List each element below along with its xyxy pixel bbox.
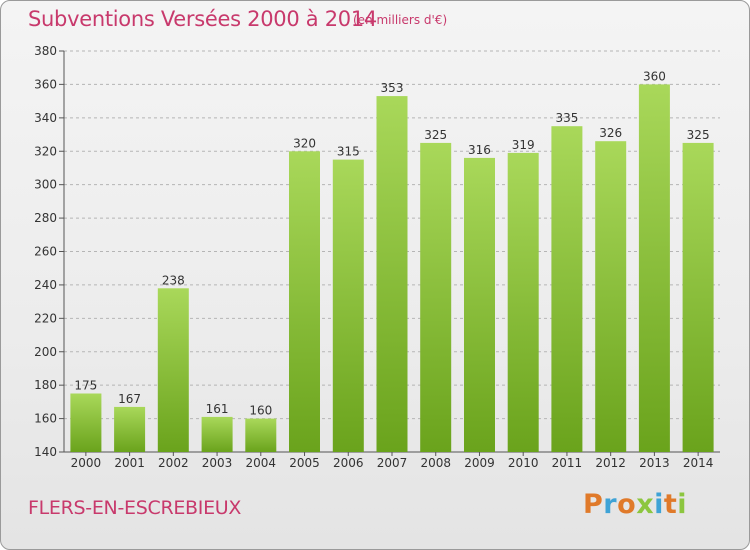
logo-letter: o — [617, 489, 637, 520]
commune-name: FLERS-EN-ESCREBIEUX — [28, 497, 242, 519]
y-tick-label: 200 — [34, 345, 57, 359]
logo-letter: i — [654, 489, 664, 520]
y-tick-label: 260 — [34, 245, 57, 259]
y-tick-label: 160 — [34, 412, 57, 426]
data-label: 160 — [249, 404, 272, 418]
chart-title: Subventions Versées 2000 à 2014 — [28, 7, 377, 31]
data-label: 316 — [468, 143, 491, 157]
data-label: 175 — [74, 379, 97, 393]
logo-letter: i — [677, 489, 688, 520]
data-label: 325 — [687, 128, 710, 142]
x-tick-label: 2007 — [377, 456, 408, 470]
bar-chart: 140 160 180 200 220 240 260 280 300 320 340 360 380 1… — [34, 44, 720, 470]
data-label: 319 — [512, 138, 535, 152]
bar-2014 — [682, 142, 714, 452]
bar-2010 — [507, 152, 539, 452]
bar-2001 — [114, 406, 146, 452]
proxiti-logo: Proxiti — [583, 489, 687, 523]
logo-letter: x — [636, 489, 655, 520]
x-tick-label: 2004 — [246, 456, 277, 470]
y-tick-label: 220 — [34, 311, 57, 325]
x-tick-label: 2008 — [420, 456, 451, 470]
y-tick-label: 140 — [34, 445, 57, 459]
bar-2003 — [201, 416, 233, 452]
bar-2011 — [551, 126, 583, 452]
y-tick-label: 380 — [34, 44, 57, 58]
x-tick-label: 2011 — [552, 456, 583, 470]
y-tick-label: 180 — [34, 378, 57, 392]
data-label: 326 — [599, 126, 622, 140]
logo-letter: t — [663, 489, 678, 520]
x-tick-label: 2013 — [639, 456, 670, 470]
x-tick-label: 2010 — [508, 456, 539, 470]
y-tick-label: 280 — [34, 211, 57, 225]
x-tick-label: 2002 — [158, 456, 189, 470]
x-tick-label: 2003 — [202, 456, 233, 470]
data-label: 167 — [118, 392, 141, 406]
bar-2007 — [376, 96, 408, 452]
x-tick-label: 2005 — [289, 456, 320, 470]
y-tick-label: 300 — [34, 178, 57, 192]
bar-2008 — [420, 142, 452, 452]
bar-2013 — [638, 84, 670, 453]
x-tick-label: 2012 — [595, 456, 626, 470]
logo-letter: r — [603, 489, 618, 520]
data-label: 161 — [206, 402, 229, 416]
data-label: 360 — [643, 69, 666, 83]
data-label: 335 — [555, 111, 578, 125]
chart-unit: (en milliers d'€) — [353, 13, 448, 27]
bar-2000 — [70, 393, 102, 452]
data-label: 238 — [162, 273, 185, 287]
y-tick-label: 360 — [34, 77, 57, 91]
y-tick-label: 320 — [34, 144, 57, 158]
bar-2006 — [332, 159, 364, 452]
bar-2004 — [245, 418, 277, 452]
logo-letter: P — [583, 489, 604, 520]
data-label: 325 — [424, 128, 447, 142]
bar-2009 — [464, 157, 495, 452]
x-tick-label: 2009 — [464, 456, 495, 470]
bar-2005 — [289, 151, 320, 453]
data-label: 320 — [293, 136, 316, 150]
x-tick-label: 2001 — [114, 456, 145, 470]
x-tick-label: 2014 — [683, 456, 714, 470]
x-tick-label: 2006 — [333, 456, 364, 470]
y-tick-label: 240 — [34, 278, 57, 292]
data-label: 315 — [337, 145, 360, 159]
bar-2002 — [157, 288, 189, 452]
y-tick-label: 340 — [34, 111, 57, 125]
bar-2012 — [595, 141, 627, 452]
data-label: 353 — [381, 81, 404, 95]
x-tick-label: 2000 — [71, 456, 102, 470]
